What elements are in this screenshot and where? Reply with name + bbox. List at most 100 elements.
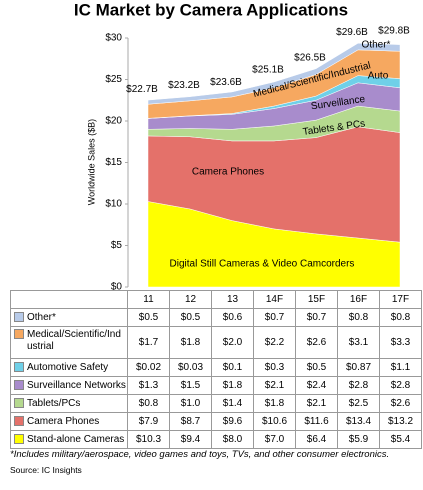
area-label: Camera Phones: [192, 167, 264, 178]
value-cell: $1.8: [169, 326, 212, 359]
y-axis-label: Worldwide Sales ($B): [86, 119, 96, 205]
value-cell: $1.3: [127, 376, 170, 395]
legend-label: Stand-alone Cameras: [27, 433, 125, 445]
value-cell: $2.8: [379, 376, 422, 395]
x-tick-label: 11: [127, 290, 170, 309]
legend-swatch: [14, 311, 24, 322]
value-cell: $2.5: [337, 394, 380, 413]
total-label: $29.6B: [336, 27, 368, 38]
value-cell: $3.3: [379, 326, 422, 359]
value-cell: $2.0: [211, 326, 254, 359]
legend-label: Surveillance Networks: [27, 379, 126, 391]
value-cell: $9.6: [211, 412, 254, 431]
x-tick-label: 14F: [253, 290, 296, 309]
total-label: $29.8B: [378, 25, 410, 36]
total-label: $23.2B: [168, 80, 200, 91]
table-row: Automotive Safety $0.02 $0.03 $0.1 $0.3 $0.5 $…: [10, 358, 422, 377]
x-tick-label: 16F: [337, 290, 380, 309]
value-cell: $5.9: [337, 430, 380, 449]
value-cell: $11.6: [295, 412, 338, 431]
total-label: $23.6B: [210, 77, 242, 88]
value-cell: $0.8: [127, 394, 170, 413]
footnote: *Includes military/aerospace, video game…: [10, 449, 390, 460]
area-label: Other*: [362, 40, 391, 51]
legend-label: Camera Phones: [27, 415, 100, 427]
chart-title: IC Market by Camera Applications: [74, 0, 348, 19]
legend-label: Tablets/PCs: [27, 397, 81, 409]
header-row: 11 12 13 14F 15F 16F 17F: [10, 290, 422, 309]
value-cell: $10.6: [253, 412, 296, 431]
value-cell: $8.0: [211, 430, 254, 449]
y-tick-label: $10: [105, 199, 122, 210]
value-cell: $7.0: [253, 430, 296, 449]
value-cell: $1.0: [169, 394, 212, 413]
value-cell: $2.6: [379, 394, 422, 413]
row-label: Stand-alone Cameras: [10, 430, 128, 449]
row-label: Other*: [10, 308, 128, 327]
value-cell: $1.4: [211, 394, 254, 413]
value-cell: $0.7: [295, 308, 338, 327]
total-label: $26.5B: [294, 53, 326, 64]
row-label: Medical/Scientific/Industrial: [10, 326, 128, 359]
value-cell: $2.1: [295, 394, 338, 413]
value-cell: $9.4: [169, 430, 212, 449]
value-cell: $8.7: [169, 412, 212, 431]
value-cell: $2.6: [295, 326, 338, 359]
table-row: Tablets/PCs $0.8 $1.0 $1.4 $1.8 $2.1 $2.5 $2.6: [10, 394, 422, 413]
y-tick-label: $0: [111, 282, 123, 290]
y-tick-label: $30: [105, 33, 122, 44]
value-cell: $0.1: [211, 358, 254, 377]
value-cell: $0.5: [127, 308, 170, 327]
value-cell: $2.1: [253, 376, 296, 395]
area-label: Digital Still Cameras & Video Camcorders: [170, 259, 355, 270]
value-cell: $0.8: [337, 308, 380, 327]
total-label: $25.1B: [252, 64, 284, 75]
legend-swatch: [14, 415, 24, 426]
table-row: Stand-alone Cameras $10.3 $9.4 $8.0 $7.0 $6.4…: [10, 430, 422, 449]
value-cell: $5.4: [379, 430, 422, 449]
value-cell: $0.6: [211, 308, 254, 327]
value-cell: $2.4: [295, 376, 338, 395]
value-cell: $7.9: [127, 412, 170, 431]
value-cell: $13.2: [379, 412, 422, 431]
row-label: Automotive Safety: [10, 358, 128, 377]
legend-swatch: [14, 361, 24, 372]
x-tick-label: 15F: [295, 290, 338, 309]
area: [147, 42, 401, 105]
area-label: Auto: [368, 71, 389, 82]
y-tick-label: $15: [105, 157, 122, 168]
row-label: Surveillance Networks: [10, 376, 128, 395]
value-cell: $0.7: [253, 308, 296, 327]
value-cell: $0.87: [337, 358, 380, 377]
legend-swatch: [14, 379, 24, 390]
x-tick-label: 17F: [379, 290, 422, 309]
y-tick-label: $20: [105, 116, 122, 127]
value-cell: $1.7: [127, 326, 170, 359]
y-tick-label: $5: [111, 240, 123, 251]
data-table: 11 12 13 14F 15F 16F 17F Other* $0.5 $0.5 $0.6 $0.7…: [10, 290, 422, 449]
table-row: Camera Phones $7.9 $8.7 $9.6 $10.6 $11.6 $13.4…: [10, 412, 422, 431]
value-cell: $0.02: [127, 358, 170, 377]
value-cell: $2.2: [253, 326, 296, 359]
legend-swatch: [14, 329, 24, 340]
value-cell: $0.5: [295, 358, 338, 377]
source: Source: IC Insights: [10, 465, 82, 475]
value-cell: $1.5: [169, 376, 212, 395]
corner-cell: [10, 290, 128, 309]
total-label: $22.7B: [126, 84, 158, 95]
x-tick-label: 13: [211, 290, 254, 309]
value-cell: $1.8: [253, 394, 296, 413]
value-cell: $0.8: [379, 308, 422, 327]
value-cell: $1.8: [211, 376, 254, 395]
row-label: Camera Phones: [10, 412, 128, 431]
value-cell: $13.4: [337, 412, 380, 431]
legend-swatch: [14, 433, 24, 444]
value-cell: $3.1: [337, 326, 380, 359]
value-cell: $1.1: [379, 358, 422, 377]
legend-label: Medical/Scientific/Industrial: [27, 329, 121, 352]
value-cell: $0.3: [253, 358, 296, 377]
value-cell: $0.03: [169, 358, 212, 377]
legend-label: Other*: [27, 311, 56, 323]
table-row: Other* $0.5 $0.5 $0.6 $0.7 $0.7 $0.8 $0.8: [10, 308, 422, 327]
